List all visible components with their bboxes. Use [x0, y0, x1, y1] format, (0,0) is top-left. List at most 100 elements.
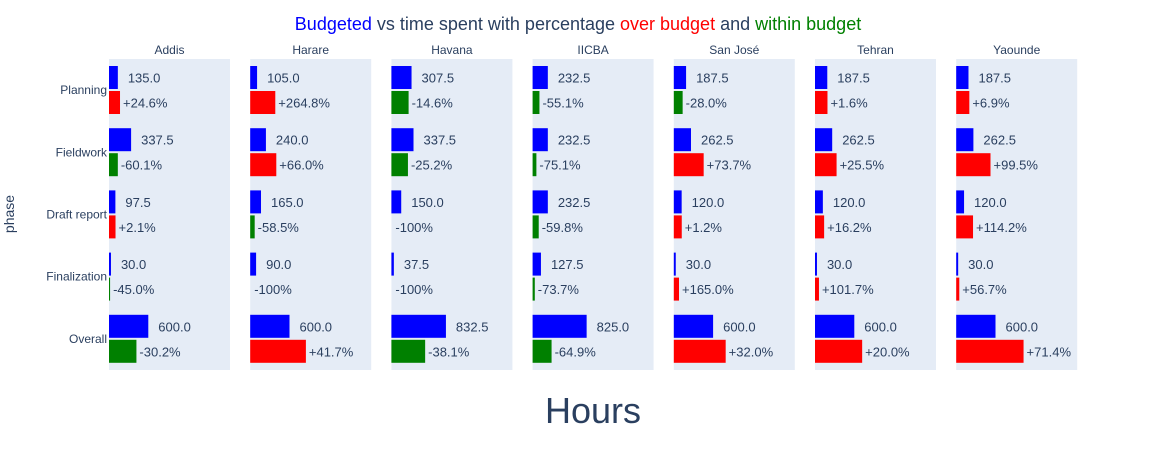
budget-bar	[956, 314, 996, 338]
spent-bar	[956, 91, 970, 114]
percentage-label: -59.8%	[542, 220, 584, 235]
percentage-label: +41.7%	[309, 344, 354, 359]
percentage-label: -73.7%	[538, 282, 580, 297]
spent-bar	[815, 215, 825, 239]
percentage-label: -55.1%	[542, 96, 584, 111]
spent-bar	[532, 277, 535, 301]
spent-bar	[815, 339, 863, 363]
budget-bar	[391, 128, 414, 152]
spent-bar	[673, 153, 704, 177]
spent-bar	[673, 277, 680, 301]
budget-bar	[109, 66, 118, 89]
budget-label: 30.0	[968, 257, 993, 272]
percentage-label: +165.0%	[682, 282, 734, 297]
percentage-label: +24.6%	[123, 96, 168, 111]
budget-bar	[250, 314, 290, 338]
x-axis-title: Hours	[545, 390, 641, 431]
spent-bar	[109, 339, 137, 363]
budget-label: 262.5	[983, 133, 1016, 148]
budget-bar	[532, 252, 541, 276]
budget-label: 600.0	[300, 319, 333, 334]
spent-bar	[815, 91, 828, 114]
spent-bar	[815, 153, 837, 177]
spent-bar	[109, 215, 116, 239]
budget-label: 187.5	[696, 71, 729, 86]
spent-bar	[815, 277, 819, 301]
percentage-label: -100%	[395, 220, 433, 235]
budget-bar	[109, 314, 149, 338]
spent-bar	[673, 91, 683, 114]
budget-label: 105.0	[267, 71, 300, 86]
spent-bar	[956, 215, 974, 239]
budget-label: 150.0	[411, 195, 444, 210]
spent-bar	[956, 339, 1024, 363]
spent-bar	[532, 91, 540, 114]
budget-bar	[532, 128, 548, 152]
title-part: Budgeted	[295, 14, 372, 34]
percentage-label: +73.7%	[707, 158, 752, 173]
spent-bar	[532, 153, 537, 177]
percentage-label: +71.4%	[1027, 344, 1072, 359]
facets: Addis 135.0 +24.6% 337.5 -60.1% 97.5 +2.1% 30.0…	[109, 43, 1078, 370]
budget-bar	[815, 314, 855, 338]
percentage-label: -100%	[395, 282, 433, 297]
budget-label: 187.5	[837, 71, 870, 86]
budget-label: 120.0	[974, 195, 1007, 210]
budget-label: 165.0	[271, 195, 304, 210]
budget-bar	[109, 190, 116, 214]
budget-label: 30.0	[686, 257, 711, 272]
budget-bar	[815, 252, 817, 276]
spent-bar	[532, 215, 539, 239]
title-part: vs time spent with percentage	[372, 14, 620, 34]
percentage-label: +2.1%	[119, 220, 157, 235]
facet-label: Addis	[154, 43, 184, 57]
budget-label: 307.5	[422, 71, 455, 86]
facet-panel: Yaounde 187.5 +6.9% 262.5 +99.5% 120.0 +114.2%…	[956, 43, 1078, 370]
budget-bar	[673, 66, 687, 89]
budget-label: 30.0	[121, 257, 146, 272]
budget-bar	[109, 128, 132, 152]
spent-bar	[391, 339, 426, 363]
percentage-label: -58.5%	[258, 220, 300, 235]
percentage-label: -75.1%	[539, 158, 581, 173]
percentage-label: -30.2%	[139, 344, 181, 359]
chart-title: Budgeted vs time spent with percentage o…	[295, 14, 861, 34]
budget-label: 337.5	[424, 133, 457, 148]
percentage-label: -60.1%	[121, 158, 163, 173]
budget-bar	[250, 190, 262, 214]
spent-bar	[250, 215, 255, 239]
budget-bar	[956, 252, 959, 276]
budget-label: 120.0	[833, 195, 866, 210]
budget-label: 97.5	[125, 195, 150, 210]
facet-panel: Havana 307.5 -14.6% 337.5 -25.2% 150.0 -100% 37…	[391, 43, 513, 370]
budget-label: 232.5	[558, 195, 591, 210]
title-part: and	[715, 14, 755, 34]
budget-label: 262.5	[842, 133, 875, 148]
percentage-label: -64.9%	[555, 344, 597, 359]
spent-bar	[109, 153, 118, 177]
budget-bar	[391, 252, 394, 276]
spent-bar	[391, 91, 409, 114]
budget-label: 135.0	[128, 71, 161, 86]
percentage-label: +99.5%	[994, 158, 1039, 173]
budget-bar	[532, 314, 587, 338]
budget-label: 262.5	[701, 133, 734, 148]
facet-panel: Addis 135.0 +24.6% 337.5 -60.1% 97.5 +2.1% 30.0…	[109, 43, 230, 370]
percentage-label: +16.2%	[827, 220, 872, 235]
budget-bar	[673, 190, 682, 214]
budget-label: 825.0	[597, 319, 630, 334]
percentage-label: -14.6%	[412, 96, 454, 111]
spent-bar	[673, 339, 726, 363]
percentage-label: +1.6%	[830, 96, 868, 111]
budget-bar	[391, 190, 402, 214]
facet-label: IICBA	[577, 43, 608, 57]
budget-bar	[673, 252, 676, 276]
facet-panel: San José 187.5 -28.0% 262.5 +73.7% 120.0 +1.2%…	[673, 43, 795, 370]
budget-label: 30.0	[827, 257, 852, 272]
percentage-label: +114.2%	[976, 220, 1027, 235]
percentage-label: -100%	[254, 282, 292, 297]
percentage-label: +25.5%	[840, 158, 885, 173]
title-part: over budget	[620, 14, 715, 34]
percentage-label: +66.0%	[279, 158, 324, 173]
